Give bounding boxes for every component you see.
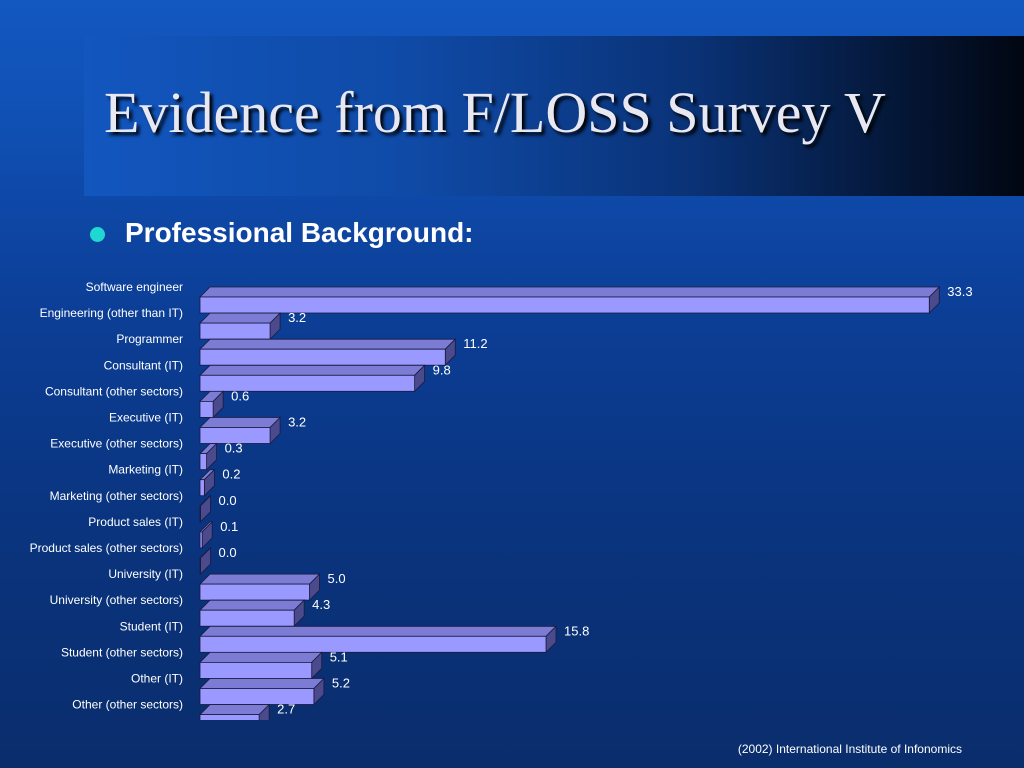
value-label: 0.1 [220,519,238,534]
bar [199,442,218,471]
value-label: 0.2 [222,467,240,482]
bar-top-face [199,599,306,611]
bar-front-face [199,505,201,523]
bar-top-face [199,704,271,716]
category-label: Product sales (other sectors) [30,541,183,555]
bar [199,390,225,419]
footer-credit: (2002) International Institute of Infono… [737,742,962,756]
value-label: 0.3 [225,441,243,456]
category-label: Programmer [116,332,183,346]
bar [199,677,325,706]
category-label: Consultant (IT) [104,358,183,372]
bar-top-face [199,417,282,428]
category-label: Other (IT) [131,672,183,686]
bar-top-face [199,625,557,637]
bar-front-face [199,635,547,653]
bar-front-face [199,348,446,366]
bar-front-face [199,609,295,627]
slide-title: Evidence from F/LOSS Survey V [104,80,886,145]
bar-front-face [199,479,205,497]
category-label: Consultant (other sectors) [45,384,183,398]
value-label: 2.7 [277,702,295,717]
category-label: Marketing (IT) [108,463,183,477]
bar [199,651,323,680]
value-label: 0.0 [219,493,237,508]
category-label: Student (other sectors) [61,645,183,659]
bar-side-face [200,547,211,575]
bar-top-face [199,286,941,298]
bar [199,364,426,393]
category-label: Software engineer [86,280,183,294]
bar [199,573,321,602]
category-label: Product sales (IT) [88,515,183,529]
bar-front-face [199,583,310,601]
bar-front-face [199,688,315,705]
category-label: Other (other sectors) [72,698,183,712]
bar [199,312,282,341]
bar-front-face [199,427,271,444]
value-label: 5.2 [332,676,350,691]
bar-top-face [199,651,323,663]
bar-front-face [199,322,271,340]
value-label: 11.2 [463,336,487,351]
value-label: 0.0 [219,545,237,560]
category-label: Marketing (other sectors) [50,489,183,503]
value-label: 3.2 [288,310,306,325]
value-label: 9.8 [433,362,451,377]
bar [199,416,282,445]
value-label: 15.8 [564,623,589,638]
subtitle-row: Professional Background: [90,213,474,253]
value-label: 4.3 [312,597,330,612]
bar [199,520,214,549]
bar-side-face [258,703,270,720]
category-label: Engineering (other than IT) [40,306,183,320]
value-label: 33.3 [947,284,972,299]
professional-background-chart: Software engineer Engineering (other than… [30,280,973,720]
bar-side-face [200,494,211,523]
bar-front-face [199,453,207,471]
bar-front-face [199,661,313,679]
bar [199,286,941,314]
bar-top-face [199,312,282,324]
bar-front-face [199,557,201,575]
bar [199,625,557,654]
bar [199,547,212,575]
bars [199,286,941,720]
value-label: 5.1 [330,649,348,664]
bar [199,494,212,523]
category-label: Student (IT) [120,619,183,633]
bar-top-face [199,364,426,376]
category-label: Executive (other sectors) [50,437,183,451]
value-label: 5.0 [328,571,346,586]
value-label: 0.6 [231,388,249,403]
bar-front-face [199,374,416,392]
title-band [84,36,1024,196]
bar-top-face [199,678,325,689]
category-label: University (IT) [108,567,183,581]
bar [199,703,271,720]
bar [199,468,216,497]
bar-front-face [199,400,214,418]
bar-top-face [199,573,321,585]
category-labels: Software engineer Engineering (other than… [30,280,183,712]
bar [199,338,457,367]
value-label: 3.2 [288,415,306,430]
bar [199,599,306,628]
value-labels: 33.3 3.2 11.2 9.8 0.6 3.2 0.3 0.2 0.0 0.1 0.0 5.0 4.… [219,284,973,717]
bar-front-face [199,714,260,720]
bar-front-face [199,531,203,549]
category-label: Executive (IT) [109,411,183,425]
bullet-dot-icon [90,226,105,242]
bar-top-face [199,338,457,350]
category-label: University (other sectors) [50,593,183,607]
bar-front-face [199,296,930,314]
subtitle: Professional Background: [125,217,474,248]
